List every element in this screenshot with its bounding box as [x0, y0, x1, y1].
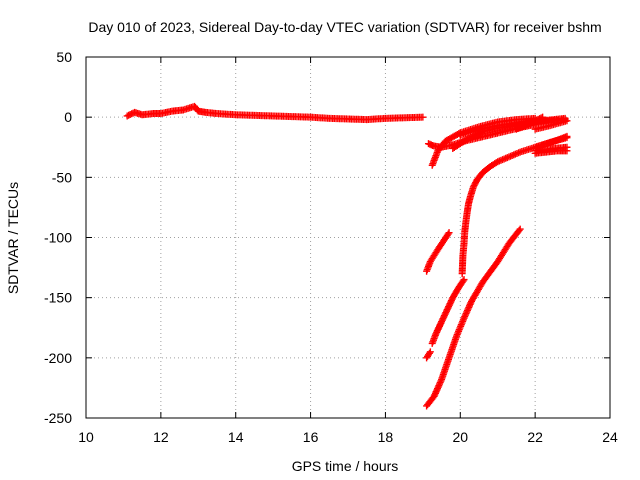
y-tick-label: -100	[44, 230, 72, 246]
data-point	[563, 117, 571, 125]
y-tick-label: -250	[44, 410, 72, 426]
y-tick-label: -150	[44, 290, 72, 306]
y-tick-label: 50	[56, 49, 72, 65]
data-point	[460, 276, 468, 284]
data-point	[515, 226, 523, 234]
data-point	[419, 113, 427, 121]
data-point	[426, 348, 434, 356]
x-tick-label: 18	[378, 429, 394, 445]
y-axis-label: SDTVAR / TECUs	[5, 182, 21, 294]
data-point	[444, 230, 452, 238]
x-tick-label: 20	[452, 429, 468, 445]
x-tick-label: 24	[602, 429, 618, 445]
y-tick-label: 0	[64, 109, 72, 125]
data-points	[123, 102, 571, 410]
y-tick-label: -50	[52, 169, 72, 185]
x-tick-label: 12	[153, 429, 169, 445]
data-point	[537, 114, 545, 122]
data-point	[539, 113, 547, 121]
chart-title: Day 010 of 2023, Sidereal Day-to-day VTE…	[88, 19, 601, 35]
y-tick-label: -200	[44, 350, 72, 366]
x-tick-label: 22	[527, 429, 543, 445]
data-point	[445, 229, 453, 237]
x-tick-label: 10	[78, 429, 94, 445]
x-axis-label: GPS time / hours	[292, 458, 399, 474]
data-point	[563, 134, 571, 142]
data-point	[425, 349, 433, 357]
data-point	[563, 147, 571, 155]
data-point	[459, 277, 467, 285]
data-point	[516, 225, 524, 233]
x-tick-label: 16	[303, 429, 319, 445]
x-tick-label: 14	[228, 429, 244, 445]
axis-ticks: 10 12 14 16 18 20 22 24 -250 -200 -150 -100 -50 0 50	[44, 49, 618, 445]
